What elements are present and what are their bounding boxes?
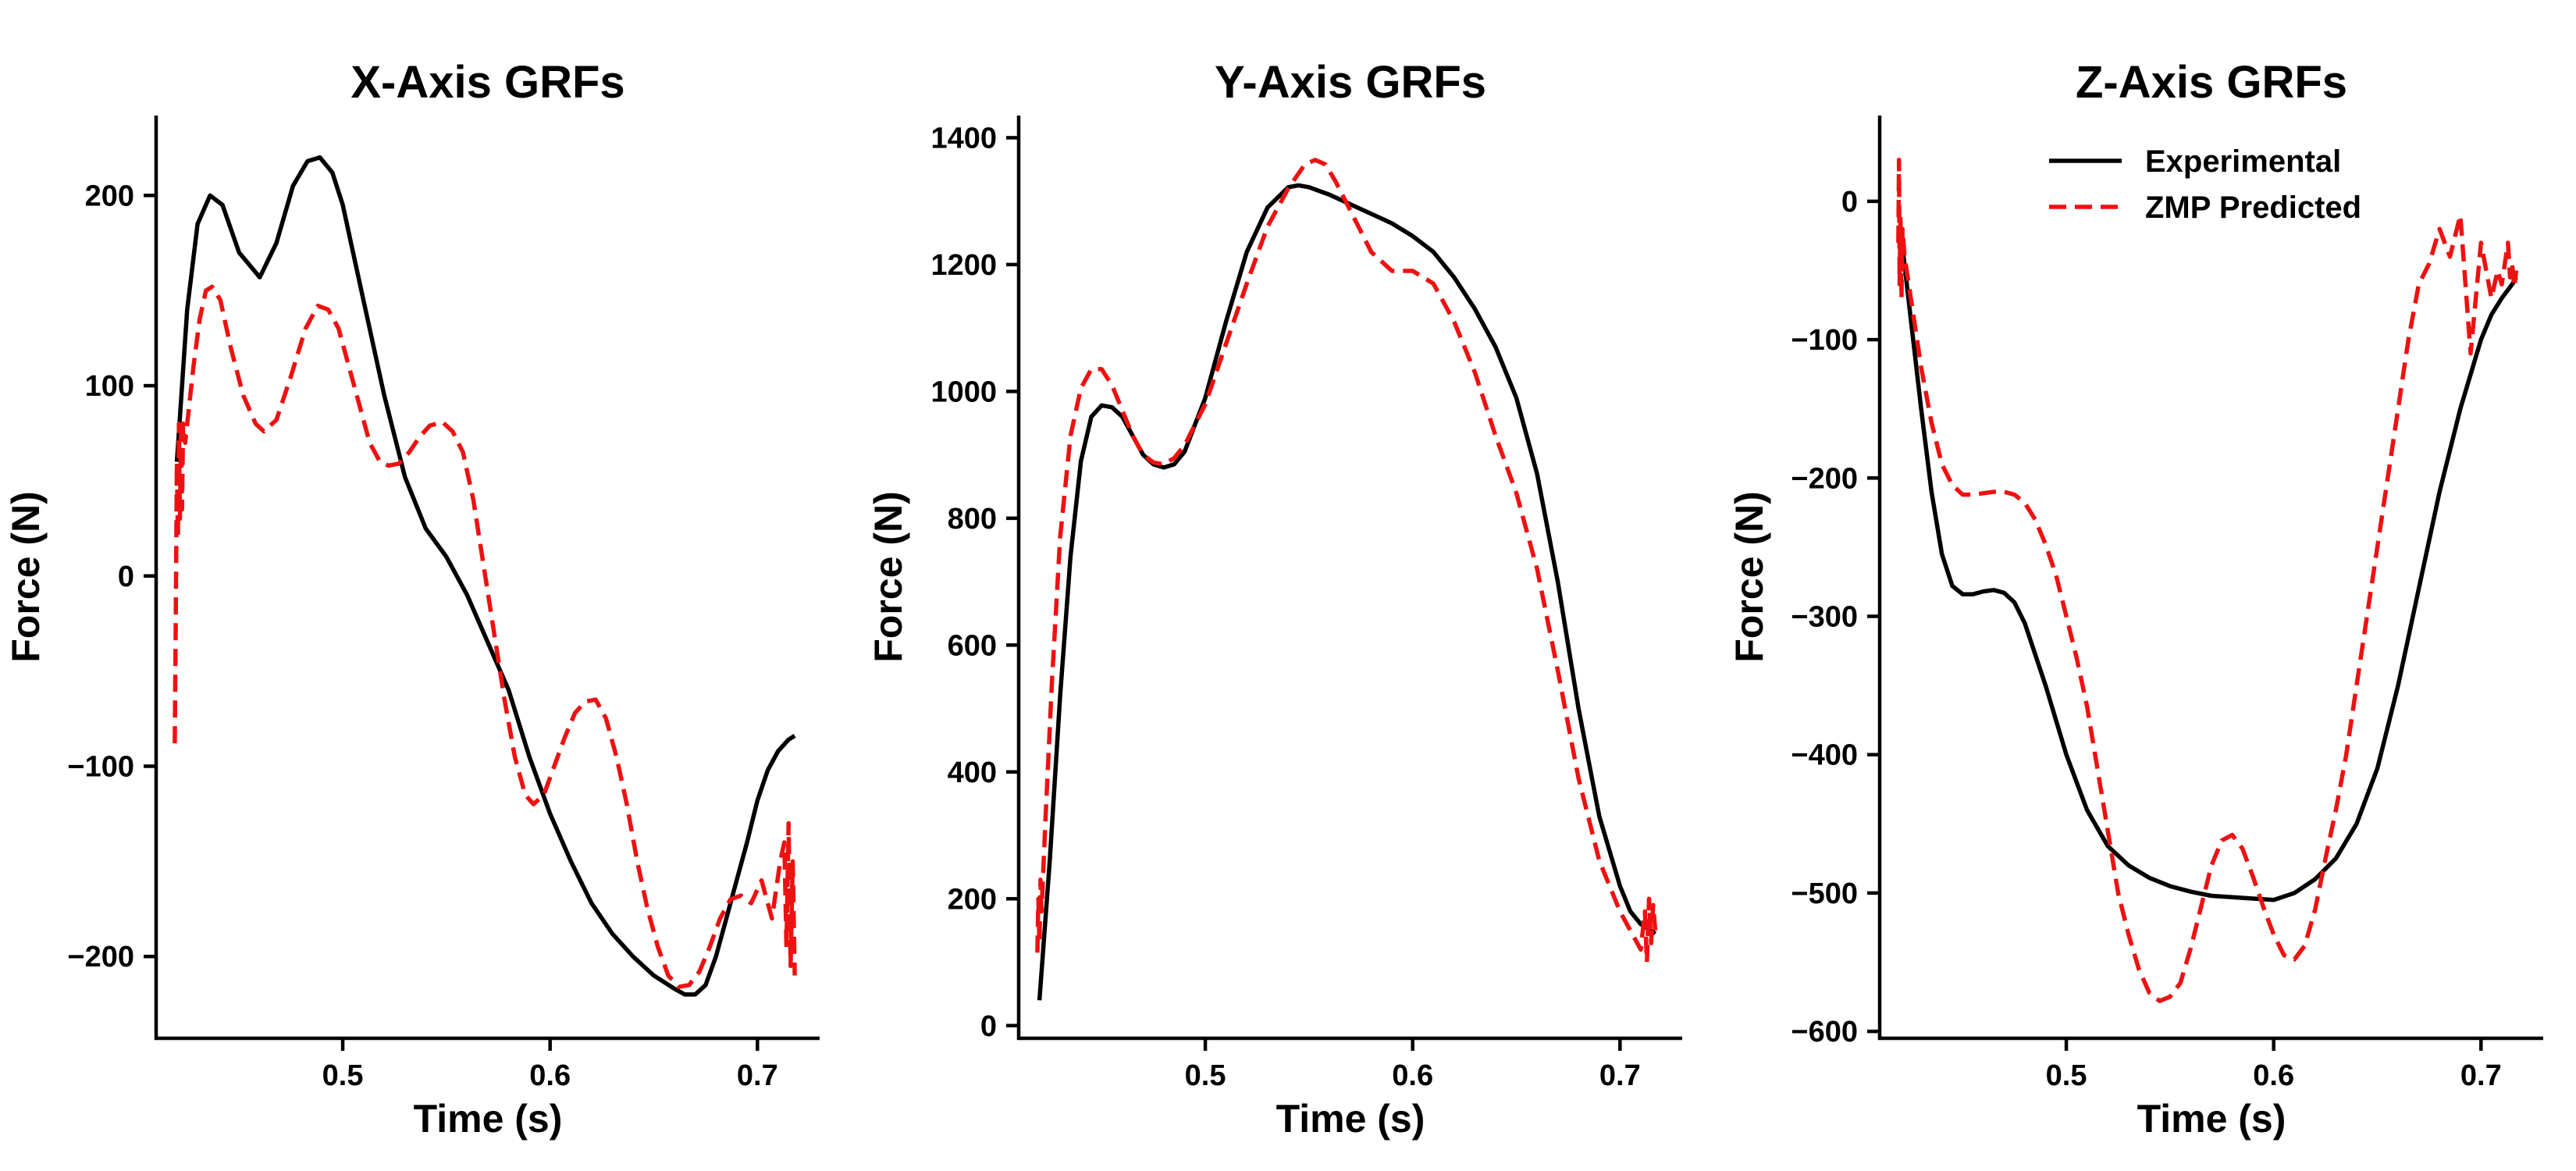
x-tick-label: 0.5: [1185, 1059, 1226, 1092]
chart-title: X-Axis GRFs: [350, 57, 624, 108]
y-tick-label: 400: [948, 756, 997, 789]
y-tick-label: 100: [85, 370, 134, 403]
series-line-zmp-predicted: [1035, 158, 1658, 965]
y-tick-label: 600: [948, 629, 997, 662]
x-tick-label: 0.5: [2046, 1059, 2087, 1092]
y-tick-label: 1200: [930, 249, 997, 282]
y-axis-label: Force (N): [4, 491, 48, 662]
chart-panel-2: 0.5 0.6 0.7 0 200 400 600 800 1000 1200 1400 Y-Axis…: [866, 57, 1682, 1141]
x-axis-label: Time (s): [2137, 1097, 2286, 1141]
legend-label-zmp-predicted: ZMP Predicted: [2145, 190, 2361, 225]
x-axis-label: Time (s): [1276, 1097, 1425, 1141]
x-axis-label: Time (s): [414, 1097, 563, 1141]
y-tick-label: 200: [948, 883, 997, 916]
chart-title: Y-Axis GRFs: [1215, 57, 1486, 108]
y-tick-label: 0: [980, 1010, 997, 1043]
y-tick-label: 1000: [930, 376, 997, 408]
y-tick-label: 1400: [930, 122, 997, 155]
y-tick-label: −400: [1791, 739, 1858, 772]
chart-title: Z-Axis GRFs: [2076, 57, 2347, 108]
y-tick-label: −200: [67, 941, 134, 973]
chart-panel-3: 0.5 0.6 0.7 −600 −500 −400 −300 −200 −100 0 Z-Axis…: [1727, 57, 2543, 1141]
series-line-zmp-predicted: [1896, 157, 2519, 1003]
x-tick-label: 0.6: [529, 1059, 571, 1092]
y-tick-label: −500: [1791, 877, 1858, 910]
y-tick-label: −100: [67, 750, 134, 783]
y-axis-label: Force (N): [1727, 491, 1771, 662]
y-tick-label: −600: [1791, 1016, 1858, 1048]
x-tick-label: 0.6: [1392, 1059, 1433, 1092]
y-tick-label: −200: [1791, 462, 1858, 495]
x-tick-label: 0.7: [1599, 1059, 1641, 1092]
y-tick-label: 200: [85, 180, 134, 212]
y-tick-label: 800: [948, 503, 997, 536]
y-tick-label: 0: [118, 561, 134, 593]
series-line-experimental: [1898, 228, 2518, 902]
y-tick-label: −300: [1791, 601, 1858, 634]
x-tick-label: 0.7: [737, 1059, 778, 1092]
x-tick-label: 0.7: [2460, 1059, 2502, 1092]
x-tick-label: 0.5: [322, 1059, 364, 1092]
series-line-zmp-predicted: [173, 284, 797, 989]
chart-panel-1: 0.5 0.6 0.7 −200 −100 0 100 200 X-Axis GRFs Time …: [4, 57, 820, 1141]
y-tick-label: 0: [1841, 186, 1858, 219]
y-axis-label: Force (N): [866, 491, 910, 662]
y-tick-label: −100: [1791, 324, 1858, 357]
series-line-experimental: [174, 155, 796, 997]
x-tick-label: 0.6: [2253, 1059, 2294, 1092]
legend: Experimental ZMP Predicted: [2049, 144, 2361, 225]
series-line-experimental: [1037, 183, 1657, 1001]
legend-label-experimental: Experimental: [2145, 144, 2341, 179]
